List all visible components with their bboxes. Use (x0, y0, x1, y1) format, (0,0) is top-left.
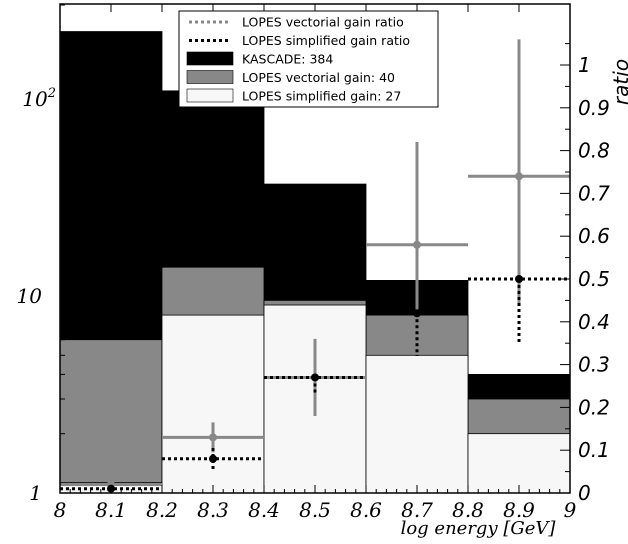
histogram-2 (59, 304, 571, 494)
right-tick-label: 0.3 (578, 353, 610, 377)
right-tick-label: 0.4 (578, 310, 610, 334)
x-tick-label: 8.9 (503, 498, 535, 522)
y-tick-label: 1 (29, 481, 42, 505)
x-axis-label: log energy [GeV] (401, 518, 557, 539)
legend-entry-3: LOPES vectorial gain: 40 (186, 70, 395, 85)
ratio-point (209, 433, 217, 442)
right-tick-label: 0 (578, 481, 591, 505)
x-tick-label: 8.4 (248, 498, 280, 522)
x-tick-label: 8.7 (401, 498, 433, 522)
right-tick-label: 0.5 (578, 267, 610, 291)
legend-label: LOPES vectorial gain ratio (242, 15, 404, 30)
histogram-bar (365, 354, 469, 494)
y-tick-label: 10 (17, 284, 43, 308)
legend-swatch-box (186, 51, 234, 66)
x-tick-label: 9 (564, 498, 577, 522)
x-tick-label: 8.3 (197, 498, 229, 522)
histogram-bar (467, 433, 571, 494)
legend-entry-0: LOPES vectorial gain ratio (189, 15, 404, 30)
legend-entry-4: LOPES simplified gain: 27 (186, 88, 401, 104)
ratio-point (413, 309, 421, 318)
right-tick-label: 0.2 (578, 395, 610, 419)
y-tick-exponent: 2 (47, 86, 56, 101)
ratio-point (311, 373, 319, 382)
legend-entry-1: LOPES simplified gain ratio (189, 33, 410, 48)
x-tick-label: 8.2 (146, 498, 178, 522)
legend: LOPES vectorial gain ratio LOPES simplifi… (178, 10, 439, 108)
legend-swatch-box (186, 88, 234, 103)
ticks-layer: 8 8.1 8.2 8.3 8.4 8.5 8.6 8.7 8.8 8.9 9 1 10 102 0 0.1 0… (17, 4, 610, 522)
right-tick-label: 0.7 (578, 181, 610, 205)
right-tick-label: 0.6 (578, 224, 610, 248)
ratio-point (515, 172, 523, 181)
histogram-bar (59, 339, 163, 494)
right-tick-label: 1 (578, 53, 591, 77)
x-tick-label: 8.1 (95, 498, 127, 522)
ratio-point (515, 275, 523, 283)
ratio-point (209, 454, 217, 463)
right-tick-label: 0.9 (578, 96, 610, 120)
right-tick-label: 0.1 (578, 438, 610, 462)
right-axis-label: ratio (609, 59, 628, 105)
legend-label: LOPES simplified gain: 27 (242, 89, 401, 104)
legend-swatch-box (186, 70, 234, 84)
ratio-point (413, 240, 421, 249)
legend-label: LOPES vectorial gain: 40 (242, 70, 395, 85)
y-tick-label: 102 (22, 86, 56, 111)
legend-label: KASCADE: 384 (242, 52, 333, 67)
legend-label: LOPES simplified gain ratio (242, 33, 410, 48)
right-tick-label: 0.8 (578, 139, 610, 163)
ratio-series-1 (60, 275, 570, 493)
legend-entry-2: KASCADE: 384 (186, 51, 333, 67)
ratio-layer (60, 39, 570, 493)
x-tick-label: 8.6 (350, 498, 382, 522)
histogram-layer (59, 31, 571, 494)
x-tick-label: 8.8 (452, 498, 484, 522)
x-tick-label: 8.5 (299, 498, 331, 522)
histogram-bar (161, 314, 265, 494)
x-tick-label: 8 (54, 498, 67, 522)
